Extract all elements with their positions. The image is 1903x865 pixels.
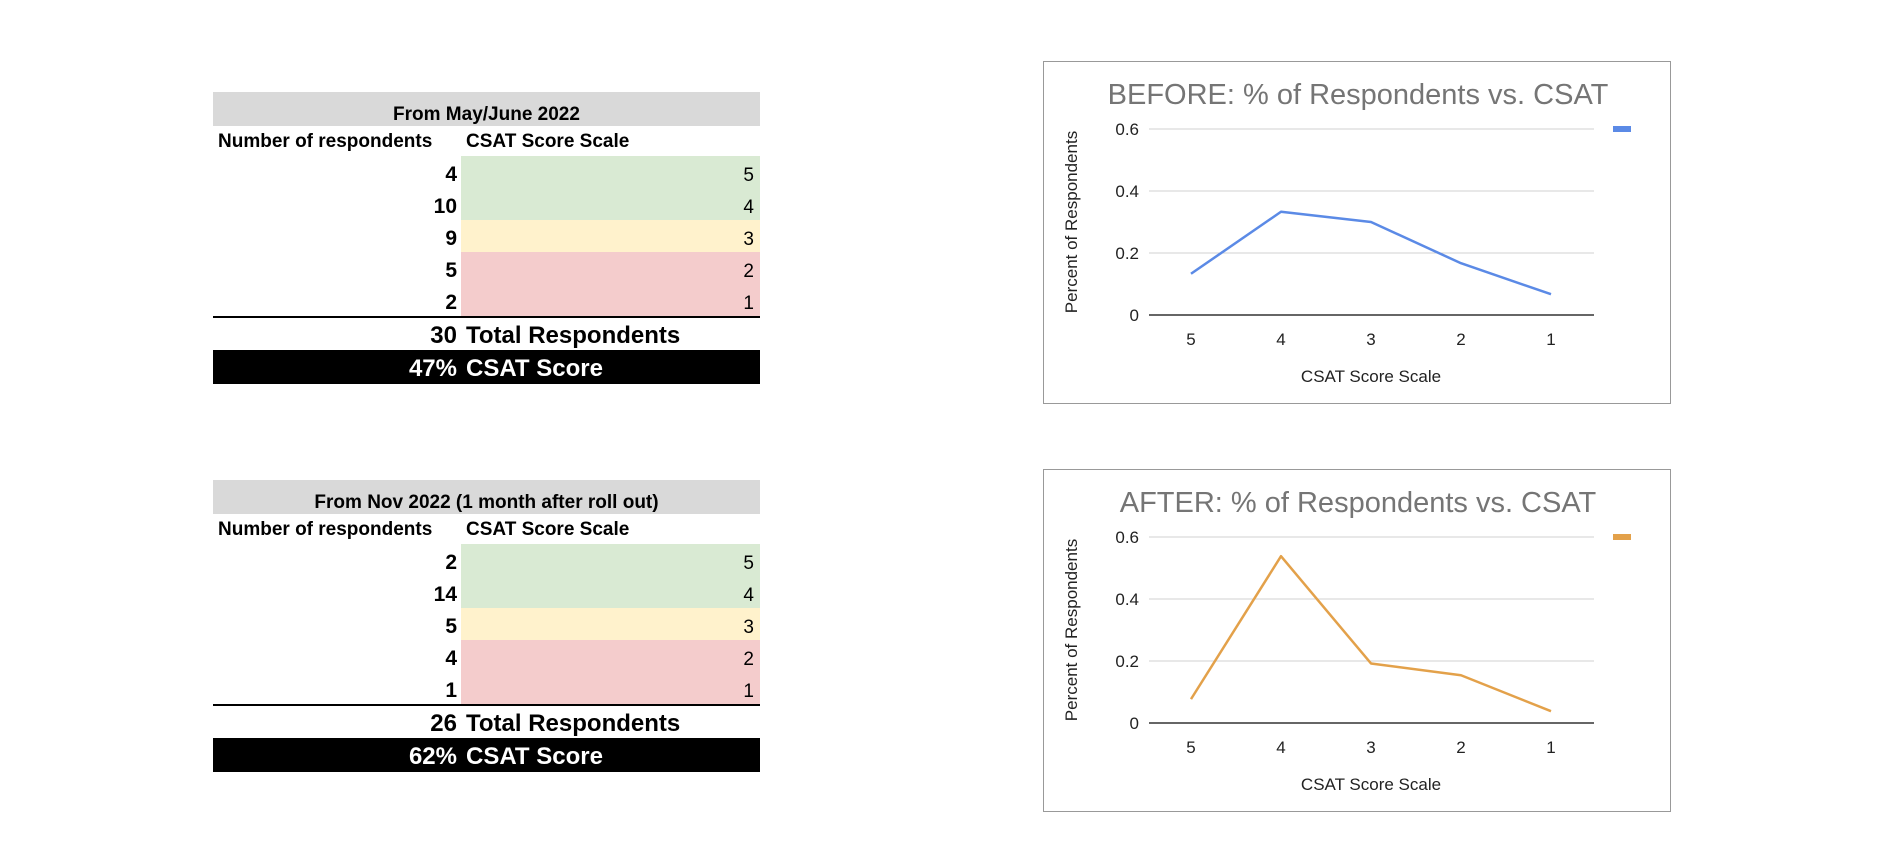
col-respondents: Number of respondents: [218, 131, 433, 152]
respondent-count: 1: [445, 679, 457, 702]
after-line-chart: AFTER: % of Respondents vs. CSAT 0 0.2 0.4 0…: [1062, 487, 1631, 794]
csat-row: 47% CSAT Score: [213, 350, 760, 384]
table-header: From May/June 2022: [213, 92, 760, 126]
x-axis-label: CSAT Score Scale: [1301, 775, 1441, 794]
score-cell: 3: [461, 220, 760, 252]
series-line: [1189, 554, 1552, 713]
legend-swatch: [1613, 534, 1631, 540]
x-axis-label: CSAT Score Scale: [1301, 367, 1441, 386]
table-row: 1 1 3.8%: [213, 672, 1124, 704]
table-row: 5 2 16.7%: [213, 252, 1124, 284]
chart-title: BEFORE: % of Respondents vs. CSAT: [1108, 79, 1609, 111]
y-tick-label: 0.6: [1115, 528, 1139, 547]
csat-label: CSAT Score: [466, 355, 603, 382]
score-cell: 4: [461, 576, 760, 608]
table-row: 2 1 6.7%: [213, 284, 1124, 316]
table-header: From Nov 2022 (1 month after roll out): [213, 480, 760, 514]
total-label: Total Respondents: [466, 710, 681, 737]
before-table: From May/June 2022 Number of respondents…: [213, 92, 1124, 384]
table-row: 4 5 13.3%: [213, 156, 1124, 188]
after-chart: AFTER: % of Respondents vs. CSAT 0 0.2 0.4 0…: [1043, 469, 1671, 812]
table-row: 9 3 30.0%: [213, 220, 1124, 252]
x-tick-label: 3: [1366, 738, 1375, 757]
column-headers: Number of respondents CSAT Score Scale: [213, 514, 760, 544]
score-cell: 2: [461, 640, 760, 672]
x-tick-label: 4: [1276, 738, 1285, 757]
y-tick-label: 0.4: [1115, 590, 1139, 609]
y-tick-label: 0.2: [1115, 652, 1139, 671]
x-tick-label: 5: [1186, 738, 1195, 757]
csat-value: 47%: [408, 355, 457, 382]
y-tick-label: 0: [1130, 306, 1139, 325]
column-headers: Number of respondents CSAT Score Scale: [213, 126, 760, 156]
respondent-count: 2: [445, 291, 457, 314]
table-row: 14 4 53.8%: [213, 576, 1124, 608]
after-table: From Nov 2022 (1 month after roll out) N…: [213, 480, 1124, 772]
before-line-chart: BEFORE: % of Respondents vs. CSAT 0 0.2 0.4…: [1062, 79, 1631, 386]
score-cell: 5: [461, 544, 760, 576]
table-row: 10 4 33.3%: [213, 188, 1124, 220]
y-tick-label: 0.4: [1115, 182, 1139, 201]
total-row: 26 Total Respondents: [213, 704, 760, 738]
x-tick-label: 1: [1546, 330, 1555, 349]
col-scale: CSAT Score Scale: [466, 131, 630, 152]
respondent-count: 2: [445, 551, 457, 574]
csat-row: 62% CSAT Score: [213, 738, 760, 772]
respondent-count: 5: [445, 259, 457, 282]
score-cell: 1: [461, 672, 760, 704]
respondent-count: 5: [445, 615, 457, 638]
respondent-count: 14: [433, 583, 457, 606]
total-value: 26: [430, 710, 457, 737]
legend-swatch: [1613, 126, 1631, 132]
y-axis-label: Percent of Respondents: [1062, 131, 1081, 313]
table-row: 5 3 19.2%: [213, 608, 1124, 640]
x-tick-label: 1: [1546, 738, 1555, 757]
x-tick-label: 3: [1366, 330, 1375, 349]
total-value: 30: [430, 322, 457, 349]
chart-title: AFTER: % of Respondents vs. CSAT: [1120, 487, 1597, 519]
respondent-count: 4: [445, 647, 457, 670]
before-chart: BEFORE: % of Respondents vs. CSAT 0 0.2 0.4…: [1043, 61, 1671, 404]
respondent-count: 9: [445, 227, 457, 250]
table-row: 4 2 15.4%: [213, 640, 1124, 672]
col-respondents: Number of respondents: [218, 519, 433, 540]
csat-label: CSAT Score: [466, 743, 603, 770]
col-scale: CSAT Score Scale: [466, 519, 630, 540]
respondent-count: 4: [445, 163, 457, 186]
score-cell: 1: [461, 284, 760, 316]
x-tick-label: 2: [1456, 330, 1465, 349]
x-tick-label: 5: [1186, 330, 1195, 349]
y-axis-label: Percent of Respondents: [1062, 539, 1081, 721]
total-label: Total Respondents: [466, 322, 681, 349]
score-cell: 3: [461, 608, 760, 640]
respondent-count: 10: [433, 195, 457, 218]
x-tick-label: 4: [1276, 330, 1285, 349]
y-tick-label: 0.6: [1115, 120, 1139, 139]
score-cell: 5: [461, 156, 760, 188]
csat-value: 62%: [408, 743, 457, 770]
score-cell: 2: [461, 252, 760, 284]
y-tick-label: 0: [1130, 714, 1139, 733]
y-tick-label: 0.2: [1115, 244, 1139, 263]
score-cell: 4: [461, 188, 760, 220]
table-row: 2 5 7.7%: [213, 544, 1124, 576]
total-row: 30 Total Respondents: [213, 316, 760, 350]
x-tick-label: 2: [1456, 738, 1465, 757]
